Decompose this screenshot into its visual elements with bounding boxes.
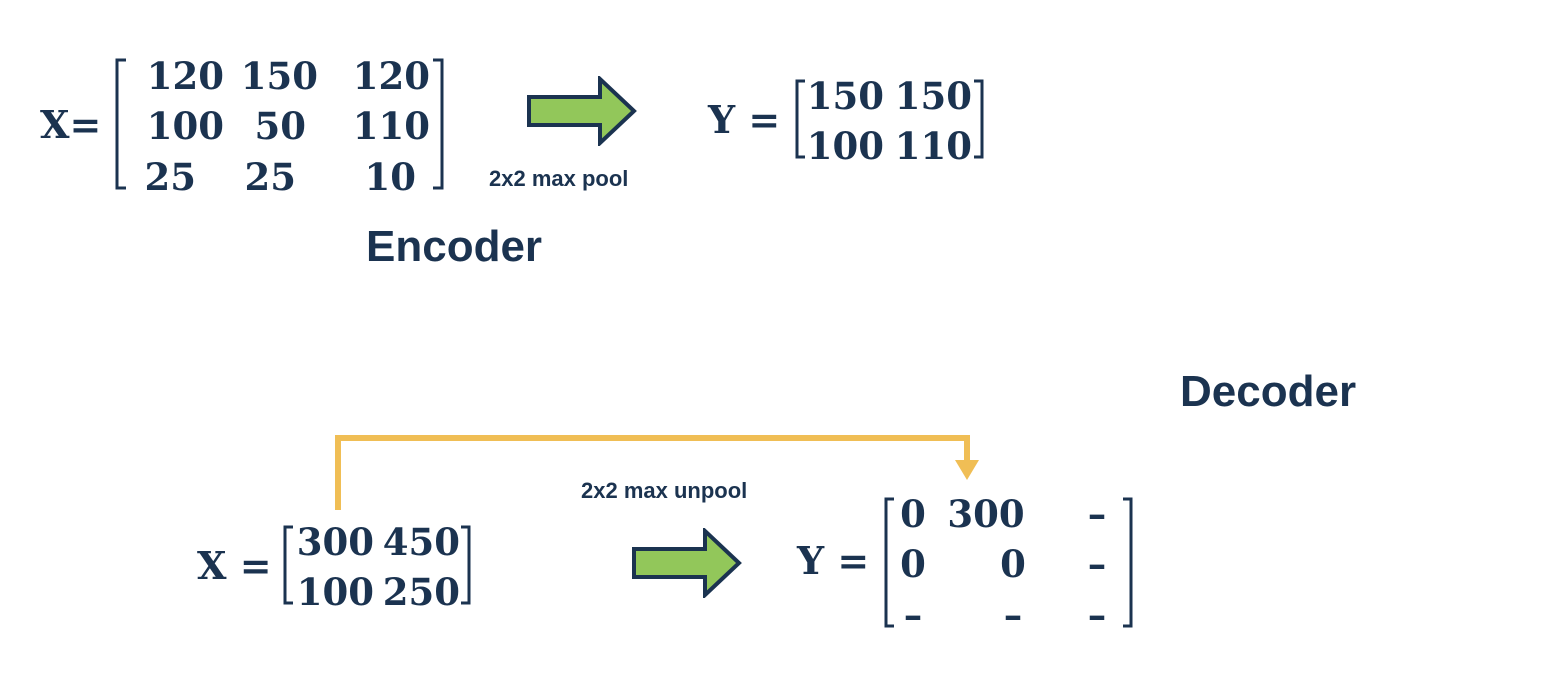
decoder-input-brackets xyxy=(283,525,471,605)
encoder-operation-label: 2x2 max pool xyxy=(489,166,629,191)
matrix-cell: 0 xyxy=(900,492,926,536)
matrix-cell: 120 xyxy=(146,54,224,98)
encoder-title: Encoder xyxy=(366,222,543,271)
encoder-output-label: Y = xyxy=(708,97,781,142)
matrix-cell: 250 xyxy=(382,570,460,614)
matrix-cell: 100 xyxy=(296,570,374,614)
decoder-input-matrix: 300 450 100 250 xyxy=(280,520,476,614)
matrix-cell: 450 xyxy=(382,520,460,564)
matrix-cell: 50 xyxy=(254,104,307,148)
encoder-arrow-icon xyxy=(527,76,637,146)
decoder-input-label: X = xyxy=(197,543,272,588)
matrix-cell: 150 xyxy=(806,74,884,118)
matrix-cell: 25 xyxy=(144,155,197,199)
matrix-cell: – xyxy=(903,593,923,637)
matrix-cell: 100 xyxy=(806,124,884,168)
matrix-cell: 0 xyxy=(900,542,926,586)
matrix-cell: – xyxy=(1087,492,1107,536)
matrix-cell: – xyxy=(1087,593,1107,637)
encoder-input-label: X= xyxy=(40,102,102,147)
matrix-cell: 150 xyxy=(894,74,972,118)
matrix-cell: 150 xyxy=(240,54,318,98)
decoder-output-brackets xyxy=(884,497,1133,628)
decoder-output-label: Y = xyxy=(797,538,870,583)
encoder-output-matrix: 150 150 100 110 xyxy=(792,74,988,168)
index-connector-arrow-icon xyxy=(335,435,979,510)
matrix-cell: 0 xyxy=(1000,542,1026,586)
encoder-input-brackets xyxy=(115,58,444,190)
matrix-cell: 10 xyxy=(364,155,417,199)
matrix-cell: – xyxy=(1003,593,1023,637)
matrix-cell: 120 xyxy=(352,54,430,98)
decoder-title: Decoder xyxy=(1180,367,1357,416)
matrix-cell: – xyxy=(1087,542,1107,586)
matrix-cell: 100 xyxy=(146,104,224,148)
encoder-input-matrix: 120 150 120 100 50 110 25 25 10 xyxy=(112,54,452,196)
encoder-output-brackets xyxy=(795,79,984,159)
matrix-cell: 300 xyxy=(296,520,374,564)
matrix-cell: 110 xyxy=(894,124,972,168)
matrix-cell: 110 xyxy=(352,104,430,148)
decoder-output-matrix: 0 300 – 0 0 – – – – xyxy=(880,492,1142,634)
matrix-cell: 300 xyxy=(947,492,1025,536)
decoder-operation-label: 2x2 max unpool xyxy=(581,478,748,503)
decoder-arrow-icon xyxy=(632,528,742,598)
matrix-cell: 25 xyxy=(244,155,297,199)
